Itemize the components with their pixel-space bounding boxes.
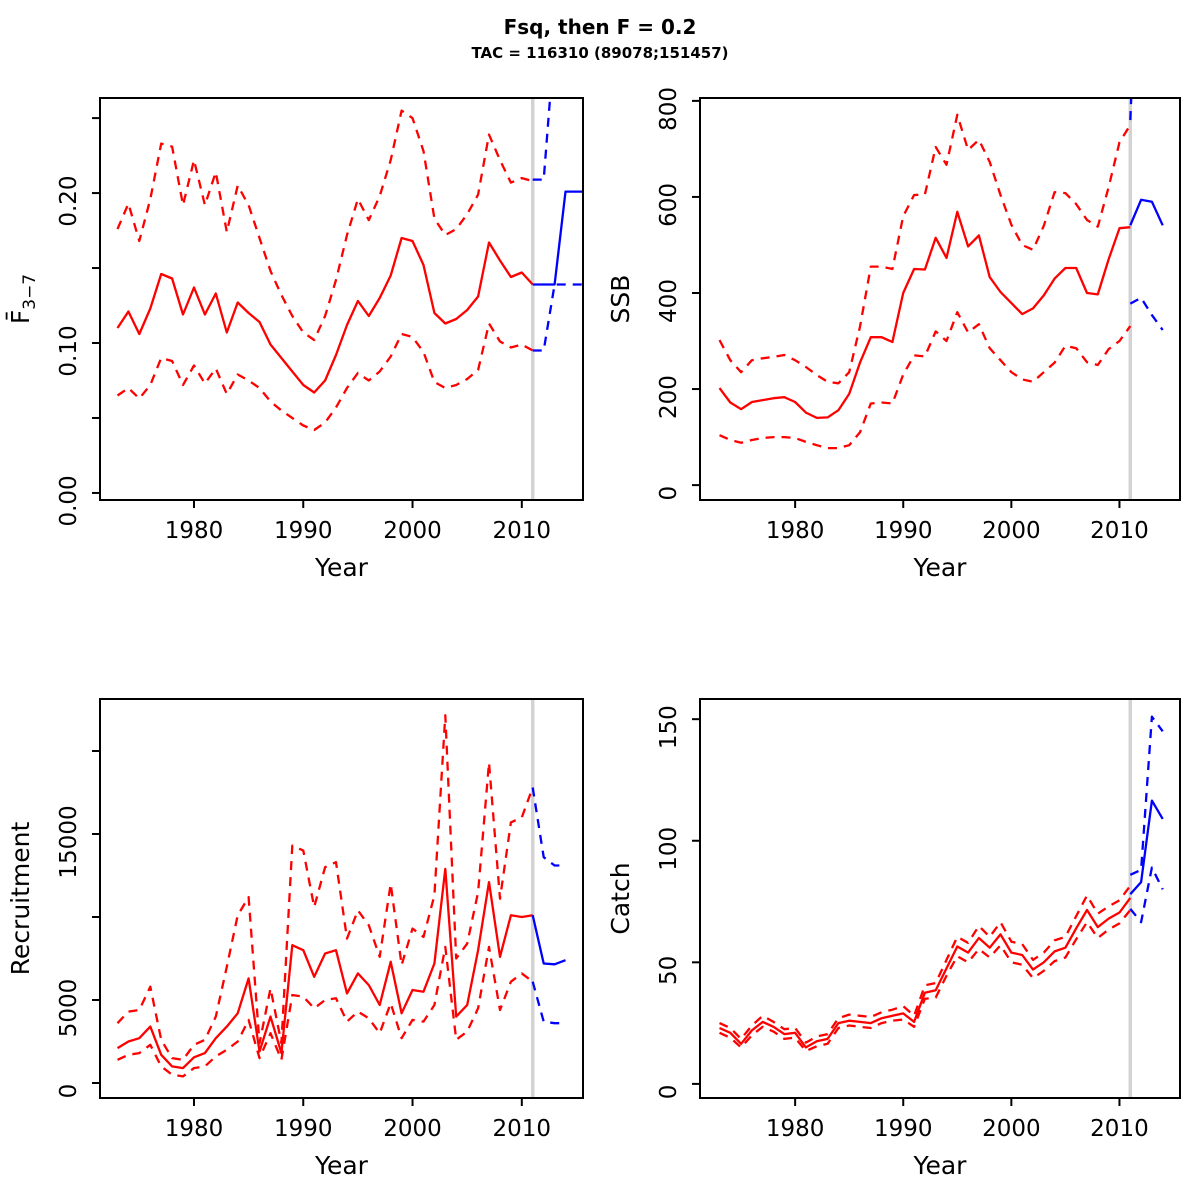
ssb-x-axis-title: Year	[913, 553, 968, 582]
ssb-y-tick-label: 800	[656, 87, 682, 131]
ssb-upper-ci-forecast-line	[1129, 98, 1133, 121]
recruitment-x-tick-label: 2000	[383, 1116, 442, 1142]
recruitment-x-tick-label: 1990	[274, 1116, 333, 1142]
catch-upper-ci-history-line	[719, 885, 1132, 1044]
recruitment-lower-ci-history-line	[117, 945, 534, 1078]
f-y-axis-title: F̄3−7	[5, 274, 40, 324]
catch-x-tick-label: 2010	[1090, 1116, 1149, 1142]
ssb-y-tick-label: 0	[656, 486, 682, 501]
f-upper-ci-forecast-line	[532, 98, 552, 181]
f-y-tick-label: 0.10	[56, 325, 82, 376]
ssb-x-tick-label: 1980	[766, 518, 825, 544]
f-median-forecast-line	[532, 190, 583, 286]
panel-f: 1980 1990 2000 2010 0.00 0.10 0.20 Year F̄3−7	[5, 97, 584, 582]
ssb-lower-ci-history-line	[719, 311, 1132, 450]
ssb-upper-ci-history-line	[718, 113, 1132, 385]
catch-y-tick-label: 150	[656, 705, 682, 749]
recruitment-y-tick-label: 15000	[56, 805, 82, 878]
ssb-y-tick-label: 600	[656, 183, 682, 227]
ssb-y-axis-title: SSB	[606, 275, 635, 324]
recruitment-x-tick-label: 2010	[493, 1116, 552, 1142]
recruitment-y-tick-label: 0	[56, 1084, 82, 1099]
recruitment-x-tick-label: 1980	[165, 1116, 224, 1142]
f-lower-ci-history-line	[116, 322, 534, 432]
f-x-tick-label: 1990	[274, 518, 333, 544]
catch-lower-ci-history-line	[719, 909, 1132, 1053]
catch-median-history-line	[719, 897, 1132, 1049]
f-y-tick-label: 0.20	[56, 175, 82, 226]
recruitment-y-tick-label: 5000	[56, 979, 82, 1038]
ssb-median-forecast-line	[1129, 198, 1164, 226]
catch-lower-ci-forecast-line	[1129, 866, 1164, 924]
catch-x-tick-label: 1990	[874, 1116, 933, 1142]
f-x-axis-title: Year	[314, 553, 369, 582]
panel-recruitment: 1980 1990 2000 2010 0 5000 15000 Year Recruitmen…	[6, 698, 584, 1180]
ssb-lower-ci-forecast-line	[1129, 296, 1164, 331]
f-upper-ci-history-line	[116, 109, 534, 342]
catch-median-forecast-line	[1129, 799, 1164, 895]
figure-title: Fsq, then F = 0.2	[503, 15, 697, 39]
f-lower-ci-forecast-line	[532, 283, 583, 352]
catch-x-axis-title: Year	[913, 1151, 968, 1180]
ssb-panel-border	[699, 97, 1181, 501]
recruitment-panel-border	[99, 698, 584, 1099]
catch-panel-border	[699, 698, 1181, 1099]
catch-y-tick-label: 100	[656, 827, 682, 871]
ssb-x-tick-label: 2010	[1090, 518, 1149, 544]
figure-subtitle: TAC = 116310 (89078;151457)	[471, 44, 729, 62]
recruitment-x-axis-title: Year	[314, 1151, 369, 1180]
ssb-x-tick-label: 1990	[874, 518, 933, 544]
f-x-tick-label: 1980	[165, 518, 224, 544]
f-x-tick-label: 2010	[493, 518, 552, 544]
panel-ssb: 1980 1990 2000 2010 0 200 400 600 800 Year SSB	[606, 87, 1181, 582]
catch-y-tick-label: 0	[656, 1085, 682, 1100]
ssb-median-history-line	[718, 210, 1131, 420]
f-x-tick-label: 2000	[383, 518, 442, 544]
catch-y-axis-title: Catch	[606, 862, 635, 934]
catch-y-tick-label: 50	[656, 956, 682, 985]
panel-catch: 1980 1990 2000 2010 0 50 100 150 Year Catch	[606, 698, 1181, 1180]
recruitment-upper-ci-history-line	[116, 714, 534, 1061]
catch-x-tick-label: 1980	[766, 1116, 825, 1142]
recruitment-upper-ci-forecast-line	[531, 787, 566, 867]
f-panel-border	[99, 97, 584, 501]
catch-x-tick-label: 2000	[982, 1116, 1041, 1142]
ssb-y-tick-label: 200	[656, 375, 682, 419]
f-median-history-line	[116, 236, 534, 394]
recruitment-median-history-line	[116, 867, 533, 1070]
ssb-x-tick-label: 2000	[982, 518, 1041, 544]
recruitment-y-axis-title: Recruitment	[6, 821, 35, 975]
f-y-tick-label: 0.00	[56, 475, 82, 526]
catch-upper-ci-forecast-line	[1129, 715, 1164, 876]
recruitment-lower-ci-forecast-line	[531, 981, 566, 1025]
ssb-y-tick-label: 400	[656, 279, 682, 323]
recruitment-median-forecast-line	[531, 915, 566, 966]
